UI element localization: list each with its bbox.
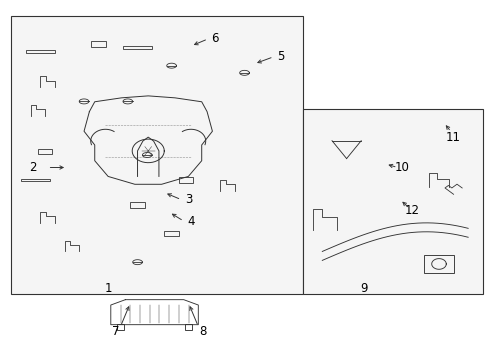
Bar [116, 324, 124, 330]
Text: 8: 8 [199, 325, 206, 338]
Text: 12: 12 [404, 204, 419, 217]
Bar [11, 16, 302, 294]
Bar [130, 202, 144, 208]
Text: 9: 9 [359, 283, 366, 296]
Text: 4: 4 [187, 215, 194, 228]
Text: 3: 3 [184, 193, 192, 206]
Text: 2: 2 [29, 161, 37, 174]
Text: 10: 10 [394, 161, 409, 174]
Bar [179, 177, 193, 183]
Bar [91, 41, 106, 47]
Bar [302, 109, 482, 294]
Text: 11: 11 [445, 131, 460, 144]
Text: 5: 5 [277, 50, 284, 63]
Bar [21, 179, 50, 181]
Bar [38, 149, 52, 154]
Text: 7: 7 [112, 325, 119, 338]
Bar [424, 255, 453, 273]
Text: 6: 6 [211, 32, 219, 45]
Text: 1: 1 [104, 283, 112, 296]
Bar [122, 46, 152, 49]
Bar [184, 324, 192, 330]
Bar [164, 231, 179, 237]
Bar [26, 50, 55, 53]
